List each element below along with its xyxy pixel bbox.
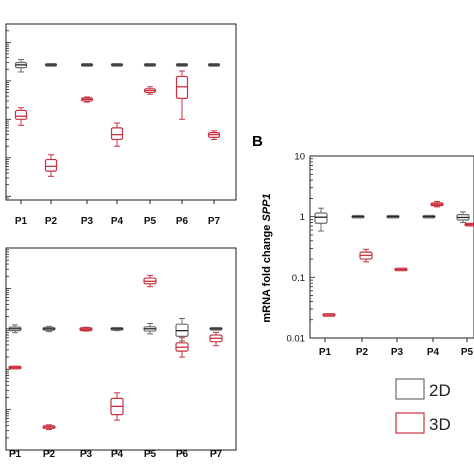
box-2d-p3	[386, 214, 400, 219]
x-tick-label: P2	[43, 449, 56, 460]
x-tick-label: P3	[81, 216, 94, 227]
box-2d-p6	[175, 317, 189, 342]
box-3d-p1	[8, 365, 22, 370]
y-tick-label: 10	[294, 152, 305, 163]
x-tick-label: P6	[176, 216, 189, 227]
box-3d-p3	[79, 327, 93, 332]
x-tick-label: P1	[319, 347, 332, 358]
box-3d-p1	[322, 313, 336, 317]
panel-a-bottom-plot: P1 P2 P3 P4 P5 P6 P7	[5, 247, 237, 460]
plot-frame	[5, 247, 237, 451]
x-tick-label: P4	[111, 216, 124, 227]
box-2d-p1	[14, 58, 28, 73]
box-3d-p4	[110, 392, 124, 421]
legend-swatch-3d	[395, 412, 425, 434]
legend-swatch-2d	[395, 378, 425, 400]
box-2d-p1	[314, 207, 328, 232]
box-body	[44, 158, 58, 172]
x-tick-label: P7	[208, 216, 221, 227]
box-3d-p1	[14, 107, 28, 126]
box-3d-p7	[209, 331, 223, 347]
y-tick-label: 1	[300, 212, 305, 223]
box-3d-p2	[359, 248, 373, 263]
x-tick-label: P3	[80, 449, 93, 460]
box-2d-p4	[110, 63, 124, 67]
box-2d-p3	[80, 63, 94, 67]
box-2d-p1	[8, 324, 22, 334]
y-axis-title-text: mRNA fold change	[261, 225, 273, 323]
y-tick-label: 0.1	[292, 273, 305, 284]
x-tick-label: P5	[144, 216, 157, 227]
box-3d-p5	[464, 222, 474, 227]
x-tick-label: P7	[210, 449, 223, 460]
x-tick-label: P5	[144, 449, 157, 460]
box-2d-p2	[351, 214, 365, 219]
box-body	[314, 212, 328, 224]
box-2d-p6	[175, 63, 189, 67]
legend: 2D 3D	[395, 378, 451, 434]
box-3d-p5	[143, 86, 157, 95]
box-3d-p3	[394, 267, 408, 272]
box-3d-p4	[430, 200, 444, 208]
box-3d-p4	[110, 122, 124, 147]
x-tick-label: P2	[45, 216, 58, 227]
box-2d-p7	[209, 326, 223, 331]
legend-label-2d: 2D	[429, 381, 451, 400]
box-2d-p5	[456, 211, 470, 224]
box-3d-p6	[175, 70, 189, 120]
box-2d-p5	[143, 63, 157, 67]
box-2d-p7	[207, 63, 221, 67]
x-tick-label: P4	[427, 347, 440, 358]
y-axis-title-gene: SPP1	[261, 193, 273, 221]
box-2d-p5	[143, 323, 157, 335]
panel-b-plot: 10 1 0.1 0.01 P1 P2 P3 P4 P5	[287, 152, 474, 358]
box-3d-p2	[42, 424, 56, 431]
x-tick-label: P3	[391, 347, 404, 358]
box-3d-p6	[175, 337, 189, 358]
legend-label-3d: 3D	[429, 415, 451, 434]
y-axis-title-b: mRNA fold change SPP1	[261, 193, 273, 322]
panel-letter-b: B	[252, 133, 263, 150]
x-tick-label: P2	[356, 347, 369, 358]
box-3d-p2	[44, 154, 58, 177]
y-tick-label: 0.01	[287, 334, 306, 345]
box-2d-p2	[42, 325, 56, 333]
box-3d-p7	[207, 130, 221, 140]
x-tick-label: P1	[15, 216, 28, 227]
box-body	[110, 127, 124, 141]
x-tick-label: P5	[461, 347, 474, 358]
x-tick-label: P1	[9, 449, 22, 460]
box-3d-p3	[80, 96, 94, 103]
box-3d-p5	[143, 274, 157, 288]
x-tick-label: P4	[111, 449, 124, 460]
x-tick-label: P6	[176, 449, 189, 460]
plot-frame	[309, 155, 474, 339]
panel-a-top-plot: P1 P2 P3 P4 P5 P6 P7	[5, 23, 237, 227]
plot-frame	[5, 23, 237, 201]
box-body	[14, 109, 28, 120]
box-2d-p2	[44, 63, 58, 67]
box-2d-p4	[110, 326, 124, 332]
box-2d-p4	[422, 214, 436, 219]
